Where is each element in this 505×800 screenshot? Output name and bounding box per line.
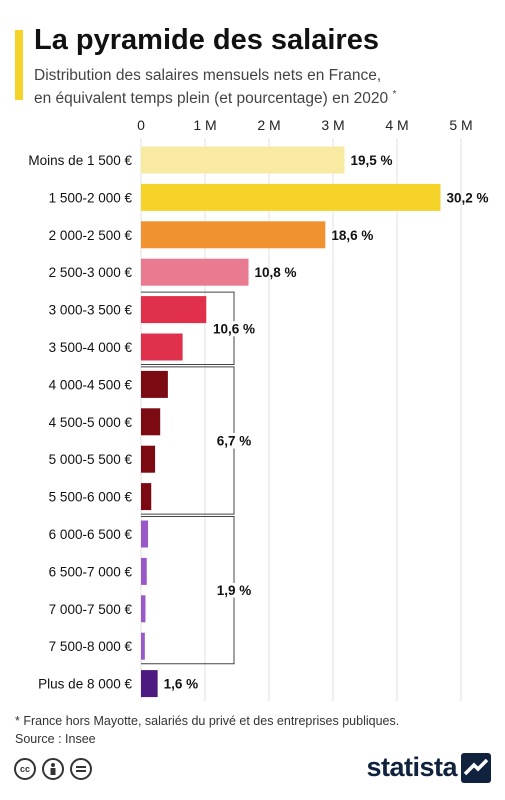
x-tick-label: 1 M bbox=[193, 117, 216, 133]
chart-subtitle: Distribution des salaires mensuels nets … bbox=[34, 66, 396, 108]
category-label: 6 500-7 000 € bbox=[49, 564, 133, 579]
subtitle-line-2-text: en équivalent temps plein (et pourcentag… bbox=[34, 90, 389, 108]
group-bracket bbox=[141, 366, 235, 515]
bar bbox=[141, 408, 161, 436]
category-label: 5 000-5 500 € bbox=[49, 452, 133, 467]
bar bbox=[141, 370, 168, 398]
bar bbox=[141, 445, 156, 473]
bar bbox=[141, 595, 146, 623]
brand-name: statista bbox=[366, 752, 457, 782]
category-label: Plus de 8 000 € bbox=[38, 677, 132, 692]
bar-chart: 0 1 M 2 M 3 M 4 M 5 M Moins de 1 500 € 1 500-2 … bbox=[28, 117, 489, 702]
bar bbox=[141, 557, 147, 585]
data-label: 30,2 % bbox=[447, 190, 489, 205]
category-label: Moins de 1 500 € bbox=[28, 153, 132, 168]
category-label: 7 000-7 500 € bbox=[49, 602, 133, 617]
no-derivatives-icon[interactable] bbox=[70, 758, 92, 780]
group-bracket bbox=[141, 516, 235, 665]
category-label: 1 500-2 000 € bbox=[49, 190, 133, 205]
statista-logo-icon bbox=[461, 752, 491, 783]
subtitle-line-2: en équivalent temps plein (et pourcentag… bbox=[34, 85, 396, 108]
bar bbox=[141, 296, 207, 324]
bar bbox=[141, 333, 183, 361]
data-label: 1,6 % bbox=[164, 677, 199, 692]
footnote-source: Source : Insee bbox=[15, 732, 96, 746]
bar bbox=[141, 146, 345, 174]
category-label: 3 000-3 500 € bbox=[49, 303, 133, 318]
group-data-label: 6,7 % bbox=[217, 434, 252, 449]
title-accent-bar bbox=[15, 30, 23, 100]
group-data-label: 1,9 % bbox=[217, 583, 252, 598]
chart-title: La pyramide des salaires bbox=[34, 24, 379, 56]
brand-logo[interactable]: statista bbox=[366, 752, 491, 783]
bar bbox=[141, 183, 441, 211]
creative-commons-icon[interactable]: cc bbox=[14, 758, 36, 780]
x-tick-label: 3 M bbox=[321, 117, 344, 133]
category-label: 7 500-8 000 € bbox=[49, 639, 133, 654]
bar bbox=[141, 520, 149, 548]
group-bracket bbox=[141, 291, 235, 365]
category-label: 4 000-4 500 € bbox=[49, 377, 133, 392]
bar bbox=[141, 670, 158, 698]
footnote-note: * France hors Mayotte, salariés du privé… bbox=[15, 714, 400, 728]
category-label: 2 500-3 000 € bbox=[49, 265, 133, 280]
category-label: 5 500-6 000 € bbox=[49, 490, 133, 505]
bar bbox=[141, 632, 145, 660]
data-label: 19,5 % bbox=[351, 153, 393, 168]
subtitle-footnote-marker: * bbox=[392, 89, 397, 100]
category-label: 6 000-6 500 € bbox=[49, 527, 133, 542]
x-tick-label: 4 M bbox=[385, 117, 408, 133]
license-icons: cc bbox=[14, 758, 92, 780]
subtitle-line-1: Distribution des salaires mensuels nets … bbox=[34, 67, 382, 84]
category-label: 2 000-2 500 € bbox=[49, 228, 133, 243]
group-data-label: 10,6 % bbox=[213, 321, 255, 336]
category-label: 3 500-4 000 € bbox=[49, 340, 133, 355]
data-label: 10,8 % bbox=[255, 265, 297, 280]
bar bbox=[141, 221, 326, 249]
bar bbox=[141, 258, 249, 286]
bar bbox=[141, 483, 152, 511]
x-tick-label: 5 M bbox=[449, 117, 472, 133]
attribution-icon[interactable] bbox=[42, 758, 64, 780]
data-label: 18,6 % bbox=[331, 228, 373, 243]
x-tick-label: 0 bbox=[137, 117, 145, 133]
footnote: * France hors Mayotte, salariés du privé… bbox=[15, 712, 399, 748]
category-label: 4 500-5 000 € bbox=[49, 415, 133, 430]
x-tick-label: 2 M bbox=[257, 117, 280, 133]
